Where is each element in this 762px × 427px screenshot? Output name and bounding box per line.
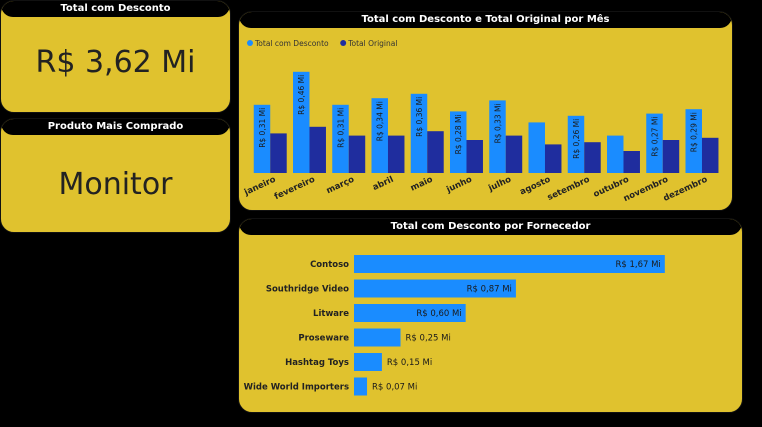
data-label: R$ 0,36 Mi [415,97,424,137]
supplier-bar[interactable] [354,304,466,322]
supplier-bar[interactable] [354,353,382,371]
bar-total-original[interactable] [584,142,601,173]
bar-total-original[interactable] [348,135,366,173]
x-tick-label: dezembro [662,175,709,204]
kpi-card-title: Produto Mais Comprado [1,119,230,135]
bar-total-original[interactable] [309,126,326,173]
bar-total-original[interactable] [466,140,483,173]
bar-total-original[interactable] [387,135,405,173]
bar-total-original[interactable] [270,133,287,173]
data-label: R$ 0,15 Mi [387,358,432,368]
monthly-chart-card: Total com Desconto e Total Original por … [238,11,733,211]
y-tick-label: Wide World Importers [244,383,349,393]
bar-total-original[interactable] [427,131,444,173]
x-tick-label: janeiro [242,175,278,199]
kpi-card-produto-mais-comprado: Produto Mais Comprado Monitor [0,118,231,233]
data-label: R$ 0,31 Mi [336,108,345,148]
chart-title: Total com Desconto por Fornecedor [239,219,742,235]
bar-total-com-desconto[interactable] [528,122,545,173]
data-label: R$ 0,33 Mi [493,103,502,143]
y-tick-label: Proseware [298,334,349,344]
y-tick-label: Litware [313,309,349,319]
y-tick-label: Contoso [310,260,349,270]
bar-total-original[interactable] [662,140,680,173]
bar-total-com-desconto[interactable] [567,115,585,173]
supplier-bar[interactable] [354,328,401,347]
kpi-card-title: Total com Desconto [1,1,230,17]
monthly-bar-chart: Total com Desconto Total Original R$ 0,31 … [242,39,719,204]
kpi-value: Monitor [58,167,173,202]
bar-total-com-desconto[interactable] [253,104,271,173]
bar-total-com-desconto[interactable] [685,109,702,173]
bar-total-com-desconto[interactable] [646,113,663,173]
bar-total-com-desconto[interactable] [489,100,506,173]
x-tick-label: fevereiro [273,175,317,203]
supplier-chart-card: Total com Desconto por Fornecedor Contos… [238,218,743,413]
bar-total-com-desconto[interactable] [606,135,624,173]
data-label: R$ 0,25 Mi [406,334,451,344]
bar-total-original[interactable] [544,144,562,173]
legend-label: Total Original [347,39,397,48]
supplier-bar[interactable] [354,279,516,298]
x-tick-label: setembro [546,175,592,203]
supplier-bar[interactable] [354,377,368,396]
bar-total-com-desconto[interactable] [449,111,467,173]
data-label: R$ 0,07 Mi [372,383,417,393]
data-label: R$ 0,27 Mi [650,117,659,157]
legend-label: Total com Desconto [254,39,329,48]
x-tick-label: julho [486,175,513,195]
supplier-bar-chart: Contoso R$ 1,67 Mi Southridge Video R$ 0,87… [244,255,665,396]
chart-title: Total com Desconto e Total Original por … [239,12,732,28]
x-tick-label: maio [409,175,435,194]
y-tick-label: Southridge Video [266,285,349,295]
x-tick-label: abril [371,175,395,193]
data-label: R$ 0,26 Mi [572,119,581,159]
data-label: R$ 0,31 Mi [258,108,267,148]
x-tick-label: junho [444,175,474,196]
data-label: R$ 0,87 Mi [467,285,512,295]
kpi-card-total-desconto: Total com Desconto R$ 3,62 Mi [0,0,231,113]
data-label: R$ 0,34 Mi [376,101,385,141]
legend-marker [247,40,253,46]
legend-marker [340,40,347,46]
bar-total-original[interactable] [505,135,523,173]
bar-total-com-desconto[interactable] [410,93,428,173]
bar-total-com-desconto[interactable] [371,98,388,173]
supplier-bar[interactable] [354,255,665,273]
bar-total-com-desconto[interactable] [292,71,310,173]
data-label: R$ 0,60 Mi [416,309,461,319]
data-label: R$ 0,28 Mi [454,114,463,154]
y-tick-label: Hashtag Toys [285,358,349,368]
x-tick-label: março [325,175,356,197]
kpi-value: R$ 3,62 Mi [35,45,196,80]
data-label: R$ 0,29 Mi [690,112,699,152]
x-tick-label: novembro [622,175,670,204]
bar-total-com-desconto[interactable] [332,104,349,173]
bar-total-original[interactable] [623,151,640,173]
bar-total-original[interactable] [701,137,719,173]
data-label: R$ 0,46 Mi [297,75,306,115]
data-label: R$ 1,67 Mi [615,260,660,270]
